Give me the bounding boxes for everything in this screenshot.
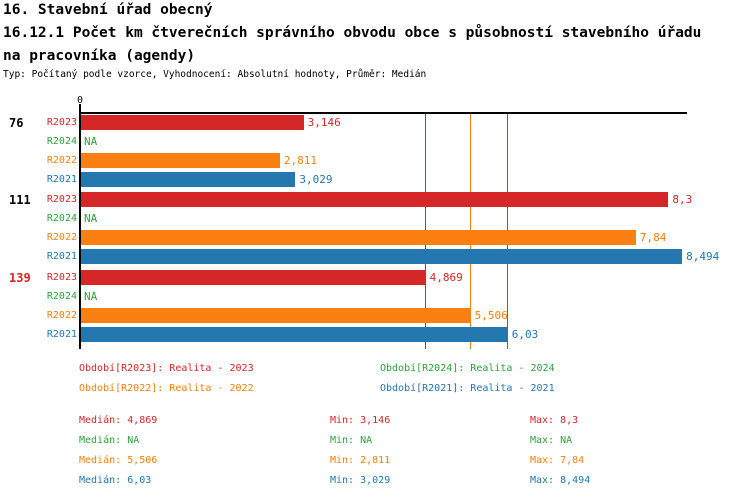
stat-min-r2024: Min: NA	[330, 435, 372, 447]
bar-r2021-group-76	[81, 171, 296, 187]
legend-item-r2023: Období[R2023]: Realita - 2023	[79, 363, 254, 374]
stat-max-r2024: Max: NA	[530, 435, 572, 447]
bar-value-label: 8,494	[686, 250, 720, 264]
stat-value: 7,84	[560, 455, 585, 466]
x-axis-line	[80, 112, 687, 114]
bar-row-label: R2022	[46, 232, 77, 244]
group-label-76: 76	[9, 116, 24, 130]
bar-row-label: R2021	[46, 328, 77, 340]
bar-row-label: R2021	[46, 251, 77, 263]
stat-median-r2023: Medián: 4,869	[79, 415, 157, 427]
bar-r2022-group-76	[81, 152, 280, 168]
stat-label: Max:	[530, 435, 555, 446]
bar-r2021-group-139	[81, 326, 508, 342]
stat-min-r2023: Min: 3,146	[330, 415, 390, 427]
stat-value: NA	[127, 435, 140, 446]
stat-value: 6,03	[127, 475, 152, 486]
stat-value: 8,3	[560, 415, 579, 426]
stat-value: 2,811	[360, 455, 391, 466]
stat-label: Medián:	[79, 435, 122, 446]
stat-value: 3,146	[360, 415, 391, 426]
stat-min-r2022: Min: 2,811	[330, 455, 390, 467]
page-title: 16. Stavební úřad obecný	[3, 2, 213, 18]
stat-value: 4,869	[127, 415, 158, 426]
stat-label: Max:	[530, 455, 555, 466]
stat-median-r2022: Medián: 5,506	[79, 455, 157, 467]
legend-item-r2022: Období[R2022]: Realita - 2022	[79, 383, 254, 394]
stat-max-r2022: Max: 7,84	[530, 455, 584, 467]
stat-label: Medián:	[79, 455, 122, 466]
bar-row-label: R2023	[46, 271, 77, 283]
stat-value: 8,494	[560, 475, 591, 486]
bar-row-label: R2022	[46, 154, 77, 166]
legend-item-r2024: Období[R2024]: Realita - 2024	[380, 363, 555, 374]
bar-row-label: R2023	[46, 117, 77, 128]
bar-na-label: NA	[84, 134, 98, 148]
bar-r2023-group-111	[81, 192, 669, 208]
bar-value-label: 5,506	[474, 308, 508, 322]
stat-min-r2021: Min: 3,029	[330, 475, 390, 487]
chart-title-line-2: na pracovníka (agendy)	[3, 48, 196, 64]
group-label-139: 139	[9, 270, 31, 285]
x-axis-zero-label: 0	[76, 95, 84, 106]
stat-label: Max:	[530, 475, 555, 486]
bar-value-label: 4,869	[429, 270, 463, 284]
bar-r2021-group-111	[81, 249, 683, 265]
bar-r2022-group-111	[81, 230, 636, 246]
stat-max-r2023: Max: 8,3	[530, 415, 578, 427]
stat-label: Min:	[330, 475, 355, 486]
legend-item-r2021: Období[R2021]: Realita - 2021	[380, 383, 555, 394]
chart-area: 0 76 R2023 3,146 R2024 NA R2022 2,811 R2021 3,02…	[9, 95, 720, 349]
bar-value-label: 8,3	[672, 193, 693, 207]
bar-row-label: R2023	[46, 194, 77, 206]
bar-row-label: R2024	[46, 213, 77, 225]
stat-label: Min:	[330, 415, 355, 426]
stat-value: NA	[560, 435, 573, 446]
stat-label: Max:	[530, 415, 555, 426]
stat-value: 5,506	[127, 455, 158, 466]
bar-r2022-group-139	[81, 307, 471, 323]
bar-r2023-group-76	[81, 115, 304, 130]
bar-na-label: NA	[84, 289, 98, 303]
chart-title-line-1: 16.12.1 Počet km čtverečních správního o…	[3, 25, 702, 41]
stat-label: Min:	[330, 435, 355, 446]
y-axis-line	[79, 104, 81, 349]
stat-median-r2021: Medián: 6,03	[79, 475, 151, 487]
stat-label: Min:	[330, 455, 355, 466]
group-label-111: 111	[9, 193, 31, 208]
bar-na-label: NA	[84, 212, 98, 226]
stat-label: Medián:	[79, 475, 122, 486]
stat-max-r2021: Max: 8,494	[530, 475, 590, 487]
stat-value: NA	[360, 435, 373, 446]
bar-value-label: 3,029	[299, 172, 333, 186]
bar-value-label: 3,146	[307, 116, 341, 129]
bar-row-label: R2024	[46, 290, 77, 302]
bar-row-label: R2022	[46, 309, 77, 321]
bar-value-label: 7,84	[639, 231, 667, 245]
bar-row-label: R2021	[46, 173, 77, 185]
bar-value-label: 6,03	[511, 327, 539, 341]
bar-r2023-group-139	[81, 269, 426, 285]
stat-median-r2024: Medián: NA	[79, 435, 139, 447]
bar-value-label: 2,811	[283, 153, 318, 167]
stat-value: 3,029	[360, 475, 391, 486]
bar-row-label: R2024	[46, 135, 77, 147]
chart-meta-line: Typ: Počítaný podle vzorce, Vyhodnocení:…	[3, 69, 427, 80]
stat-label: Medián:	[79, 415, 122, 426]
